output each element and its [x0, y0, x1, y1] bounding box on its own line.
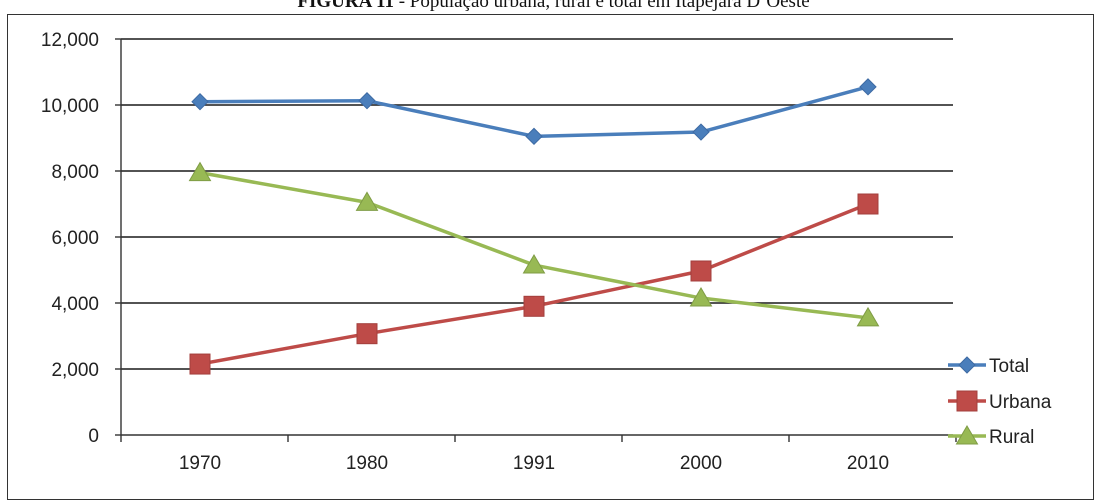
series-total — [191, 78, 877, 146]
x-tick-label: 1970 — [179, 453, 221, 474]
triangle-marker — [522, 254, 546, 274]
y-tick-label: 2,000 — [51, 360, 99, 381]
triangle-marker — [955, 425, 979, 445]
axes — [115, 38, 957, 442]
legend-item-rural: Rural — [948, 425, 1034, 448]
caption-separator: - — [393, 0, 410, 12]
square-marker — [956, 390, 978, 412]
triangle-marker — [355, 191, 379, 211]
series-group — [188, 78, 880, 375]
legend-label: Rural — [989, 427, 1034, 448]
y-tick-labels: 0 2,000 4,000 6,000 8,000 10,000 12,000 — [41, 30, 99, 447]
legend-item-urbana: Urbana — [948, 390, 1052, 413]
y-tick-label: 0 — [88, 426, 99, 447]
legend-item-total: Total — [948, 356, 1029, 377]
y-tick-label: 10,000 — [41, 96, 99, 117]
chart-caption: FIGURA 11 - População urbana, rural e to… — [0, 0, 1107, 13]
legend-label: Urbana — [989, 392, 1052, 413]
diamond-marker — [525, 127, 543, 146]
square-marker — [857, 193, 879, 215]
square-marker — [523, 295, 545, 317]
caption-text: População urbana, rural e total em Itape… — [409, 0, 810, 12]
y-tick-label: 12,000 — [41, 30, 99, 51]
y-tick-label: 4,000 — [51, 294, 99, 315]
x-tick-labels: 1970 1980 1991 2000 2010 — [179, 453, 889, 474]
x-tick-label: 1991 — [513, 453, 555, 474]
chart-frame: 0 2,000 4,000 6,000 8,000 10,000 12,000 1970 19… — [7, 14, 1094, 500]
y-tick-label: 6,000 — [51, 228, 99, 249]
diamond-marker — [958, 356, 976, 374]
diamond-marker — [191, 92, 209, 111]
series-rural — [188, 161, 880, 327]
diamond-marker — [692, 123, 710, 141]
legend: Total Urbana Rural — [948, 356, 1052, 448]
series-urbana — [189, 193, 879, 375]
triangle-marker — [689, 287, 713, 307]
x-tick-label: 2010 — [847, 453, 889, 474]
square-marker — [189, 353, 211, 375]
square-marker — [356, 323, 378, 345]
grid-lines — [121, 38, 953, 370]
y-tick-label: 8,000 — [51, 162, 99, 183]
square-marker — [690, 260, 712, 282]
x-tick-label: 1980 — [346, 453, 388, 474]
diamond-marker — [358, 92, 376, 110]
diamond-marker — [859, 78, 877, 96]
triangle-marker — [188, 161, 212, 182]
figure-label: FIGURA 11 — [297, 0, 394, 12]
x-tick-label: 2000 — [680, 453, 722, 474]
series-line — [199, 202, 869, 366]
legend-label: Total — [989, 356, 1029, 377]
triangle-marker — [856, 306, 880, 327]
